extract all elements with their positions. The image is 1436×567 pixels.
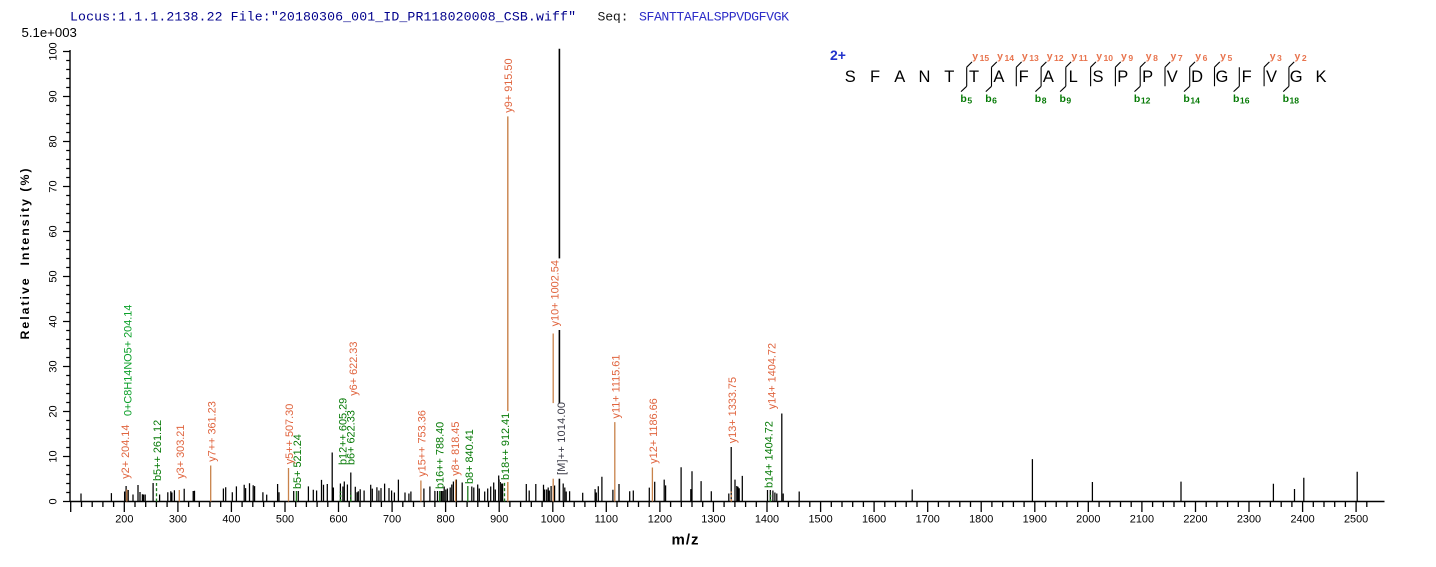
svg-text:90: 90 — [48, 90, 60, 102]
svg-text:y14: y 14 — [997, 51, 1014, 64]
svg-text:b18++ 912.41: b18++ 912.41 — [500, 413, 512, 480]
svg-text:y12: y 12 — [1047, 51, 1064, 64]
svg-text:Seq:: Seq: — [598, 10, 629, 25]
svg-text:y13+ 1333.75: y13+ 1333.75 — [727, 377, 739, 443]
svg-text:20: 20 — [48, 405, 60, 417]
svg-text:800: 800 — [437, 513, 455, 525]
svg-text:b5+ 521.24: b5+ 521.24 — [292, 434, 304, 489]
svg-text:y14+ 1404.72: y14+ 1404.72 — [766, 343, 778, 409]
svg-text:2300: 2300 — [1237, 513, 1261, 525]
svg-text:y6+ 622.33: y6+ 622.33 — [348, 342, 360, 396]
svg-text:1800: 1800 — [969, 513, 993, 525]
svg-text:2200: 2200 — [1183, 513, 1207, 525]
svg-text:y7++ 361.23: y7++ 361.23 — [206, 401, 218, 462]
svg-text:A: A — [1043, 68, 1054, 86]
svg-text:b14+ 1404.72: b14+ 1404.72 — [764, 421, 776, 488]
svg-text:2000: 2000 — [1076, 513, 1100, 525]
svg-text:b18: b18 — [1283, 93, 1300, 106]
svg-text:A: A — [894, 68, 905, 86]
svg-text:G: G — [1215, 68, 1228, 86]
svg-text:F: F — [1242, 68, 1252, 86]
svg-text:L: L — [1069, 68, 1078, 86]
svg-text:900: 900 — [490, 513, 508, 525]
svg-text:G: G — [1290, 68, 1303, 86]
svg-text:Relative Intensity (%): Relative Intensity (%) — [18, 169, 32, 340]
svg-text:1700: 1700 — [916, 513, 940, 525]
svg-text:y2+ 204.14: y2+ 204.14 — [120, 425, 132, 479]
svg-text:b16: b16 — [1233, 93, 1250, 106]
svg-text:1300: 1300 — [701, 513, 725, 525]
svg-text:1200: 1200 — [648, 513, 672, 525]
svg-text:1500: 1500 — [808, 513, 832, 525]
svg-text:30: 30 — [48, 360, 60, 372]
svg-text:1900: 1900 — [1023, 513, 1047, 525]
svg-text:T: T — [969, 68, 979, 86]
svg-text:y15++ 753.36: y15++ 753.36 — [416, 410, 428, 477]
svg-text:500: 500 — [276, 513, 294, 525]
svg-text:0+C8H14NO5+ 204.14: 0+C8H14NO5+ 204.14 — [122, 305, 134, 416]
svg-text:1000: 1000 — [541, 513, 565, 525]
svg-text:P: P — [1117, 68, 1128, 86]
svg-text:V: V — [1266, 68, 1277, 86]
svg-text:b12: b12 — [1134, 93, 1151, 106]
svg-text:200: 200 — [115, 513, 133, 525]
svg-text:N: N — [919, 68, 931, 86]
svg-text:b9: b9 — [1060, 93, 1072, 106]
svg-text:b14: b14 — [1183, 93, 1200, 106]
svg-text:y15: y 15 — [972, 51, 989, 64]
svg-text:2400: 2400 — [1290, 513, 1314, 525]
svg-text:b6+ 622.33: b6+ 622.33 — [346, 410, 358, 465]
svg-text:y10: y 10 — [1096, 51, 1113, 64]
svg-text:y11: y 11 — [1071, 51, 1088, 64]
svg-text:D: D — [1191, 68, 1203, 86]
svg-text:60: 60 — [48, 225, 60, 237]
svg-text:70: 70 — [48, 180, 60, 192]
svg-text:y9+ 915.50: y9+ 915.50 — [503, 58, 515, 112]
svg-text:100: 100 — [48, 42, 60, 60]
svg-text:b5: b5 — [960, 93, 972, 106]
svg-text:F: F — [870, 68, 880, 86]
svg-text:0: 0 — [48, 498, 60, 504]
svg-text:y13: y 13 — [1022, 51, 1039, 64]
svg-text:40: 40 — [48, 315, 60, 327]
svg-text:y10+ 1002.54: y10+ 1002.54 — [549, 260, 561, 326]
svg-text:y11+ 1115.61: y11+ 1115.61 — [610, 355, 622, 419]
svg-text:5.1e+003: 5.1e+003 — [22, 25, 77, 40]
svg-text:400: 400 — [222, 513, 240, 525]
svg-text:SFANTTAFALSPPVDGFVGK: SFANTTAFALSPPVDGFVGK — [639, 10, 789, 25]
svg-text:Locus:1.1.1.2138.22 File:"2018: Locus:1.1.1.2138.22 File:"20180306_001_I… — [70, 10, 576, 25]
svg-text:S: S — [845, 68, 856, 86]
svg-text:m/z: m/z — [672, 532, 699, 549]
svg-text:S: S — [1092, 68, 1103, 86]
svg-text:A: A — [993, 68, 1004, 86]
svg-text:1600: 1600 — [862, 513, 886, 525]
svg-text:1400: 1400 — [755, 513, 779, 525]
svg-text:2500: 2500 — [1344, 513, 1368, 525]
svg-text:F: F — [1019, 68, 1029, 86]
svg-text:y3+ 303.21: y3+ 303.21 — [175, 425, 187, 479]
svg-text:600: 600 — [329, 513, 347, 525]
svg-text:y12+ 1186.66: y12+ 1186.66 — [648, 398, 660, 464]
svg-text:1100: 1100 — [595, 513, 618, 525]
svg-text:b5++ 261.12: b5++ 261.12 — [152, 420, 164, 481]
svg-text:b6: b6 — [985, 93, 997, 106]
svg-text:b8: b8 — [1035, 93, 1047, 106]
svg-text:700: 700 — [383, 513, 401, 525]
svg-text:10: 10 — [48, 450, 60, 462]
svg-text:y5++ 507.30: y5++ 507.30 — [284, 404, 296, 465]
svg-text:K: K — [1315, 68, 1326, 86]
svg-text:2100: 2100 — [1130, 513, 1154, 525]
svg-text:b16++ 788.40: b16++ 788.40 — [434, 422, 446, 489]
svg-text:b8+ 840.41: b8+ 840.41 — [464, 429, 476, 484]
svg-text:T: T — [944, 68, 954, 86]
svg-text:2+: 2+ — [830, 47, 846, 63]
svg-text:[M]++ 1014.00: [M]++ 1014.00 — [556, 402, 568, 475]
svg-text:P: P — [1142, 68, 1153, 86]
svg-text:V: V — [1167, 68, 1178, 86]
svg-text:300: 300 — [169, 513, 187, 525]
svg-text:80: 80 — [48, 135, 60, 147]
svg-text:y8+ 818.45: y8+ 818.45 — [450, 422, 462, 476]
svg-text:50: 50 — [48, 270, 60, 282]
svg-text:b12++ 605.29: b12++ 605.29 — [338, 398, 350, 465]
